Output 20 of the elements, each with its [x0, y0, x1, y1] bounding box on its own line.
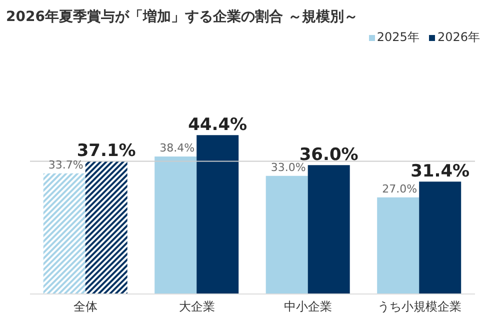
bar: [266, 176, 308, 294]
x-tick-label: 全体: [74, 300, 98, 314]
legend-label: 2025年: [376, 29, 420, 46]
data-label: 27.0%: [382, 182, 418, 196]
bar: [419, 182, 462, 294]
bar: [43, 173, 86, 294]
bar: [196, 135, 239, 294]
legend-label: 2026年: [436, 29, 480, 46]
data-label: 38.4%: [160, 142, 195, 155]
bar: [154, 156, 197, 294]
bar: [85, 161, 128, 294]
bar: [308, 165, 350, 294]
data-label: 44.4%: [188, 115, 248, 136]
chart-title: 2026年夏季賞与が「増加」する企業の割合 ～規模別～: [6, 8, 358, 26]
x-tick-label: 中小企業: [284, 300, 332, 314]
data-label: 31.4%: [410, 162, 470, 182]
x-tick-label: うち小規模企業: [377, 300, 462, 314]
data-label: 33.0%: [270, 160, 306, 174]
bar: [377, 197, 420, 294]
x-tick-label: 大企業: [178, 300, 215, 314]
